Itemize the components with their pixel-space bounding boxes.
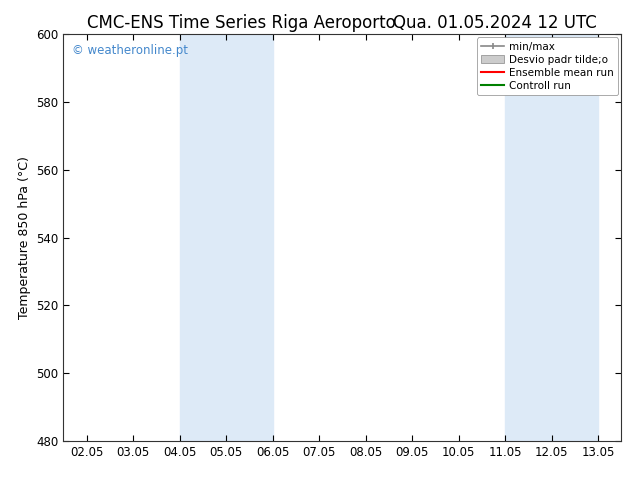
Bar xyxy=(505,34,598,441)
Text: CMC-ENS Time Series Riga Aeroporto: CMC-ENS Time Series Riga Aeroporto xyxy=(87,14,395,32)
Y-axis label: Temperature 850 hPa (°C): Temperature 850 hPa (°C) xyxy=(18,156,30,319)
Bar xyxy=(179,34,273,441)
Text: © weatheronline.pt: © weatheronline.pt xyxy=(72,45,188,57)
Legend: min/max, Desvio padr tilde;o, Ensemble mean run, Controll run: min/max, Desvio padr tilde;o, Ensemble m… xyxy=(477,37,618,95)
Text: Qua. 01.05.2024 12 UTC: Qua. 01.05.2024 12 UTC xyxy=(392,14,597,32)
